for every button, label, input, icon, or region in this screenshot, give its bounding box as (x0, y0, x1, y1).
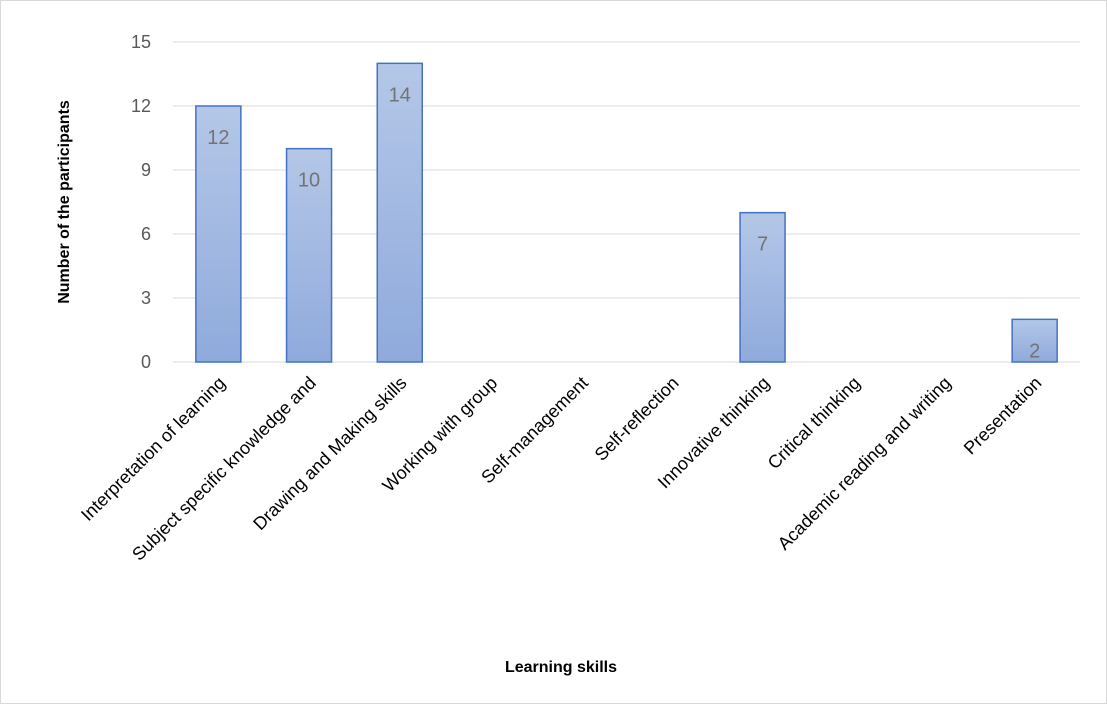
x-tick-label: Presentation (960, 373, 1046, 459)
data-label: 2 (1029, 340, 1040, 362)
x-axis-title: Learning skills (505, 659, 617, 676)
y-axis-ticks: 0 3 6 9 12 15 (131, 32, 151, 372)
data-label: 7 (757, 234, 768, 256)
bar (739, 211, 786, 363)
y-tick-label: 0 (141, 352, 151, 372)
bars (195, 62, 1058, 363)
y-axis-title: Number of the participants (56, 100, 73, 304)
y-tick-label: 12 (131, 96, 151, 116)
data-label: 10 (298, 170, 320, 192)
x-tick-label: Interpretation of learning (77, 373, 229, 525)
y-tick-label: 9 (141, 160, 151, 180)
y-tick-label: 15 (131, 32, 151, 52)
bar (195, 105, 242, 363)
x-tick-label: Subject specific knowledge and (128, 373, 320, 565)
bar (376, 62, 423, 363)
data-labels: 12 10 14 7 2 (207, 84, 1040, 362)
bar (1011, 318, 1058, 363)
y-tick-label: 6 (141, 224, 151, 244)
data-label: 14 (389, 84, 411, 106)
x-tick-label: Academic reading and writing (774, 373, 955, 554)
x-tick-label: Self-reflection (591, 373, 683, 465)
bar (285, 147, 333, 363)
y-tick-label: 3 (141, 288, 151, 308)
x-tick-label: Critical thinking (764, 373, 864, 473)
x-tick-label: Drawing and Making skills (249, 373, 410, 534)
data-label: 12 (207, 127, 229, 149)
